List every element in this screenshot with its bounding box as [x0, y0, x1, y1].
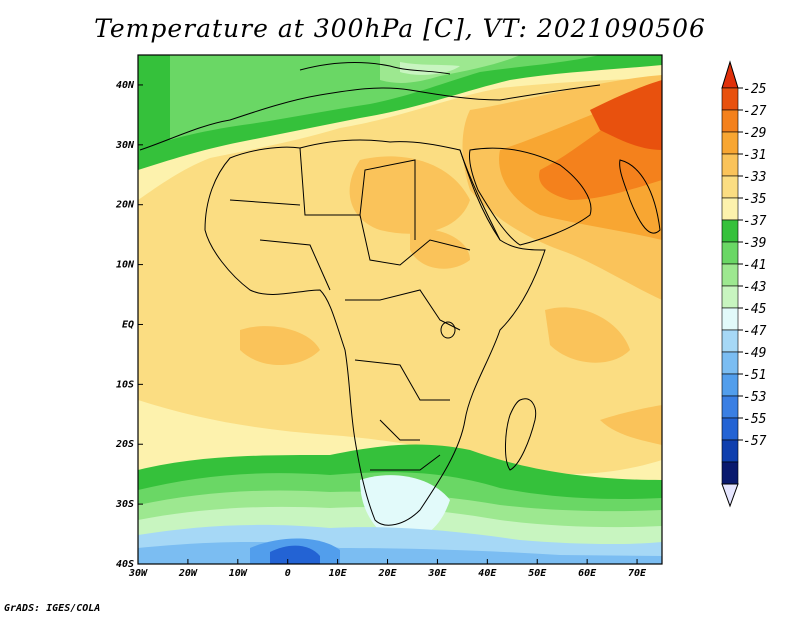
lat-tick-label: 40N — [116, 80, 135, 91]
colorbar-swatch — [721, 241, 739, 265]
colorbar-label: -31 — [743, 148, 766, 163]
lat-tick-label: 20S — [115, 439, 134, 450]
colorbar-label: -27 — [743, 104, 767, 119]
coastlines — [139, 62, 661, 526]
colorbar-swatch — [721, 395, 739, 419]
colorbar-swatch — [721, 197, 739, 221]
colorbar-label: -25 — [743, 82, 767, 97]
colorbar-label: -53 — [743, 390, 766, 405]
latitude-ticks: 40N 30N 20N 10N EQ 10S 20S 30S 40S — [115, 80, 143, 570]
lon-tick-label: 30E — [427, 568, 447, 579]
colorbar-label: -55 — [743, 412, 767, 427]
colorbar-swatch — [721, 263, 739, 287]
plot-frame — [137, 54, 663, 565]
colorbar-label: -51 — [743, 368, 766, 383]
lat-tick-label: EQ — [122, 319, 134, 330]
longitude-ticks: 30W 20W 10W 0 10E 20E 30E 40E 50E 60E 70E — [128, 559, 647, 579]
lat-tick-label: 10S — [116, 379, 134, 390]
lon-tick-label: 60E — [578, 568, 597, 579]
colorbar-swatch — [721, 175, 739, 199]
lon-tick-label: 10W — [229, 568, 248, 579]
colorbar-label: -41 — [743, 258, 766, 273]
colorbar-swatch — [721, 373, 739, 397]
colorbar-swatch — [721, 461, 739, 485]
colorbar-swatch — [721, 417, 739, 441]
lon-tick-label: 0 — [285, 568, 291, 579]
grads-credit: GrADS: IGES/COLA — [4, 603, 101, 614]
colorbar-top-arrow — [721, 60, 739, 89]
colorbar-label: -33 — [743, 170, 766, 185]
lat-tick-label: 20N — [115, 200, 135, 211]
colorbar-swatch — [721, 307, 739, 331]
lon-tick-label: 30W — [128, 568, 148, 579]
colorbar-label: -39 — [743, 236, 766, 251]
colorbar-swatch — [721, 285, 739, 309]
chart-title: Temperature at 300hPa [C], VT: 202109050… — [94, 14, 706, 43]
colorbar-swatch — [721, 153, 739, 177]
temperature-field — [138, 55, 662, 564]
lon-tick-label: 40E — [478, 568, 497, 579]
colorbar-label: -29 — [743, 126, 766, 141]
colorbar-swatch — [721, 109, 739, 133]
colorbar-swatch — [721, 351, 739, 375]
colorbar: -25 -27 -29 -31 -33 -35 -37 -39 -41 -43 -45 -47 -49 -… — [721, 60, 767, 508]
colorbar-label: -57 — [743, 434, 767, 449]
colorbar-swatch — [721, 87, 739, 111]
colorbar-swatch — [721, 439, 739, 463]
lon-tick-label: 20E — [377, 568, 397, 579]
colorbar-label: -47 — [743, 324, 767, 339]
colorbar-label: -37 — [743, 214, 767, 229]
lat-tick-label: 30N — [115, 140, 135, 151]
colorbar-bottom-arrow — [721, 483, 739, 508]
lon-tick-label: 20W — [178, 568, 198, 579]
colorbar-swatch — [721, 219, 739, 243]
lon-tick-label: 10E — [329, 568, 348, 579]
lat-tick-label: 30S — [115, 499, 134, 510]
colorbar-label: -43 — [743, 280, 766, 295]
colorbar-swatch — [721, 131, 739, 155]
colorbar-label: -35 — [743, 192, 767, 207]
colorbar-label: -45 — [743, 302, 767, 317]
lat-tick-label: 10N — [116, 260, 135, 271]
colorbar-label: -49 — [743, 346, 766, 361]
lat-tick-label: 40S — [116, 559, 134, 570]
lon-tick-label: 70E — [628, 568, 647, 579]
colorbar-swatch — [721, 329, 739, 353]
lon-tick-label: 50E — [528, 568, 547, 579]
